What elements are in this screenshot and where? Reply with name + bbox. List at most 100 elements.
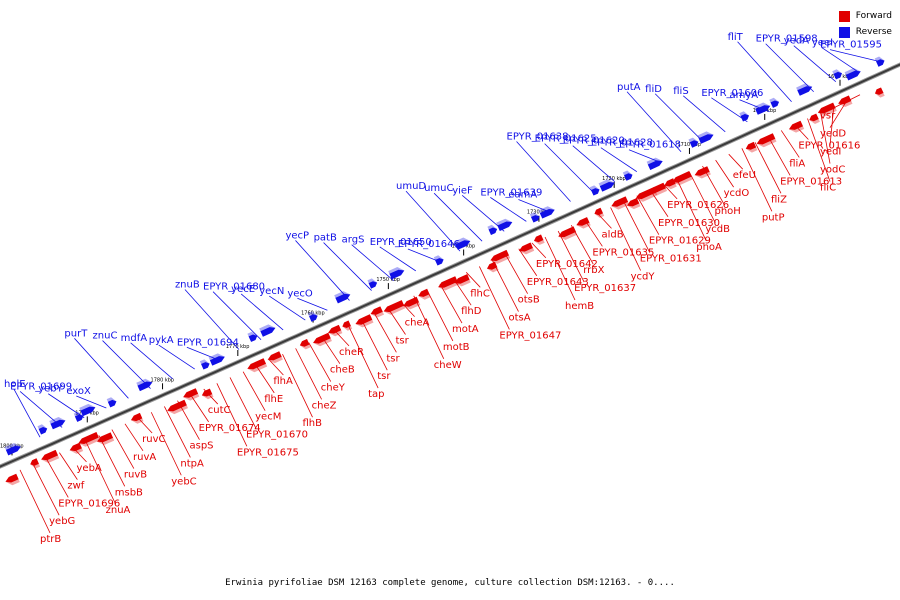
reverse-gene-label-leader (516, 141, 571, 202)
forward-gene-label: ycdB (705, 224, 730, 235)
kbp-tick-label: 1720 kbp (602, 176, 626, 182)
forward-gene-label-leader (794, 124, 809, 140)
reverse-gene-label: EPYR_01680 (203, 282, 265, 293)
forward-gene-label: EPYR_01670 (246, 429, 308, 440)
forward-gene-label-leader (347, 324, 379, 389)
forward-gene-label: ruvA (133, 452, 156, 463)
forward-gene-label: EPYR_01626 (667, 200, 729, 211)
legend-forward: Forward (838, 8, 892, 24)
reverse-gene-label: EPYR_01699 (10, 381, 72, 392)
forward-swatch (838, 10, 850, 22)
forward-gene-label: EPYR_01637 (574, 283, 636, 294)
reverse-gene-label: EPYR_01595 (820, 40, 882, 51)
reverse-gene-label-leader (295, 240, 350, 301)
forward-gene-label: aspS (190, 441, 214, 452)
genome-caption: Erwinia pyrifoliae DSM 12163 complete ge… (225, 578, 675, 588)
kbp-tick-label: 1800 kbp (0, 443, 24, 449)
reverse-gene-label: EPYR_01694 (177, 337, 239, 348)
legend: Forward Reverse (838, 8, 892, 40)
reverse-gene-label: eamA (508, 189, 537, 200)
reverse-gene-label: EPYR_01639 (480, 187, 542, 198)
reverse-gene-arrow (389, 269, 405, 280)
forward-gene-label: otsA (509, 313, 531, 324)
forward-gene-label-leader (177, 400, 200, 440)
forward-gene-label: EPYR_01635 (592, 247, 654, 258)
forward-gene-label-leader (190, 394, 209, 423)
kbp-tick-label: 1760 kbp (301, 311, 325, 317)
forward-gene-label: tsr (386, 353, 400, 364)
forward-gene-arrow (490, 249, 509, 262)
forward-gene-arrow (518, 242, 533, 252)
forward-gene-label-leader (45, 458, 69, 498)
reverse-gene-arrow (740, 114, 749, 122)
forward-gene-arrow (355, 314, 373, 325)
reverse-gene-label: purT (64, 328, 88, 339)
reverse-gene-label-leader (490, 197, 527, 222)
forward-gene-label-leader (85, 440, 116, 505)
forward-gene-label: flhC (470, 288, 490, 299)
reverse-gene-label: holE (4, 379, 26, 390)
forward-gene-label-leader (829, 94, 861, 111)
legend-reverse-label: Reverse (855, 27, 892, 37)
forward-gene-arrow (30, 458, 39, 466)
reverse-gene-label-leader (184, 289, 240, 350)
forward-gene-label: yebA (77, 463, 102, 474)
legend-forward-label: Forward (855, 11, 892, 21)
reverse-gene-arrow (599, 182, 615, 192)
forward-gene-label-leader (400, 301, 415, 317)
kbp-tick-label: 1730 kbp (527, 210, 551, 216)
forward-gene-label: EPYR_01643 (527, 277, 589, 288)
forward-gene-label: tsr (396, 335, 410, 346)
forward-gene-label: cheZ (312, 400, 337, 411)
reverse-gene-label: EPYR_01628 (591, 138, 653, 149)
forward-gene-label: cheR (339, 347, 364, 358)
forward-gene-label-leader (439, 283, 463, 324)
forward-gene-label: otsB (518, 295, 540, 306)
forward-gene-label-leader (518, 248, 538, 277)
reverse-gene-label-leader (518, 199, 549, 212)
forward-gene-arrow (167, 399, 187, 412)
kbp-tick-label: 1770 kbp (226, 344, 250, 350)
forward-gene-arrow (576, 217, 590, 226)
reverse-gene-label-leader (654, 93, 704, 143)
reverse-gene-arrow (689, 140, 699, 148)
reverse-gene-label-leader (793, 45, 837, 83)
forward-gene-label-leader (59, 452, 78, 480)
forward-gene-label-leader (715, 159, 734, 188)
reverse-gene-label-leader (379, 246, 417, 272)
forward-gene-label: yecM (255, 412, 281, 423)
forward-gene-label: ycdY (631, 271, 656, 282)
reverse-gene-label: umuD (396, 181, 426, 192)
reverse-gene-arrow (435, 258, 444, 266)
forward-gene-label: EPYR_01642 (536, 259, 598, 270)
forward-gene-label: flhD (461, 306, 482, 317)
reverse-gene-label-leader (102, 340, 151, 389)
reverse-gene-arrow (248, 334, 258, 342)
forward-gene-label: fliZ (771, 194, 787, 205)
reverse-gene-label: EPYR_01650 (370, 237, 432, 248)
reverse-gene-label: fliD (645, 84, 662, 95)
label-leaders (13, 41, 881, 534)
forward-gene-label-leader (636, 195, 660, 235)
reverse-gene-label: yieF (452, 185, 473, 196)
reverse-gene-label: EPYR_01606 (701, 88, 763, 99)
forward-gene-arrow (299, 339, 310, 347)
reverse-gene-arrow (74, 414, 84, 422)
forward-gene-label-leader (203, 388, 219, 405)
gene-labels: EPYR_01595yeeIyedAEPYR_01598fliTamyAEPYR… (4, 32, 882, 545)
reverse-gene-arrow (797, 86, 813, 96)
reverse-gene-arrow (531, 215, 540, 223)
forward-gene-label-leader (98, 435, 126, 487)
forward-gene-label-leader (282, 354, 313, 418)
forward-gene-arrow (41, 449, 58, 461)
reverse-gene-arrow (770, 100, 779, 108)
reverse-gene-label-leader (47, 393, 85, 419)
forward-gene-label: rrbX (583, 265, 604, 276)
reverse-gene-label: yecN (259, 286, 284, 297)
forward-gene-arrow (594, 207, 603, 216)
forward-gene-label-leader (610, 207, 641, 271)
reverse-gene-label-leader (158, 344, 195, 370)
reverse-gene-arrow (209, 356, 225, 366)
reverse-gene-label: putA (617, 82, 641, 93)
forward-gene-label-leader (570, 225, 594, 265)
